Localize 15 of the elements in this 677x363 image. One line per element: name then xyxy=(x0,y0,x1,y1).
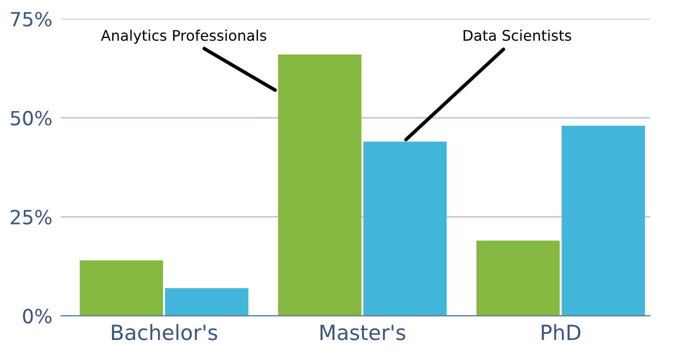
series-label: Analytics Professionals xyxy=(100,30,266,44)
y-tick-label: 75% xyxy=(10,12,52,27)
y-tick-label: 0% xyxy=(23,308,52,324)
bar xyxy=(562,126,645,316)
bar xyxy=(363,142,447,316)
x-tick-label: Bachelor's xyxy=(112,324,218,340)
x-tick-label: PhD xyxy=(542,324,580,340)
bar xyxy=(80,260,164,316)
x-tick-label: Master's xyxy=(320,324,406,340)
bar xyxy=(278,54,362,316)
bar xyxy=(165,288,248,316)
text: Data Scientists xyxy=(464,30,572,41)
y-tick-label: 50% xyxy=(10,110,52,126)
bar xyxy=(476,240,560,316)
y-tick-label: 25% xyxy=(10,210,52,224)
